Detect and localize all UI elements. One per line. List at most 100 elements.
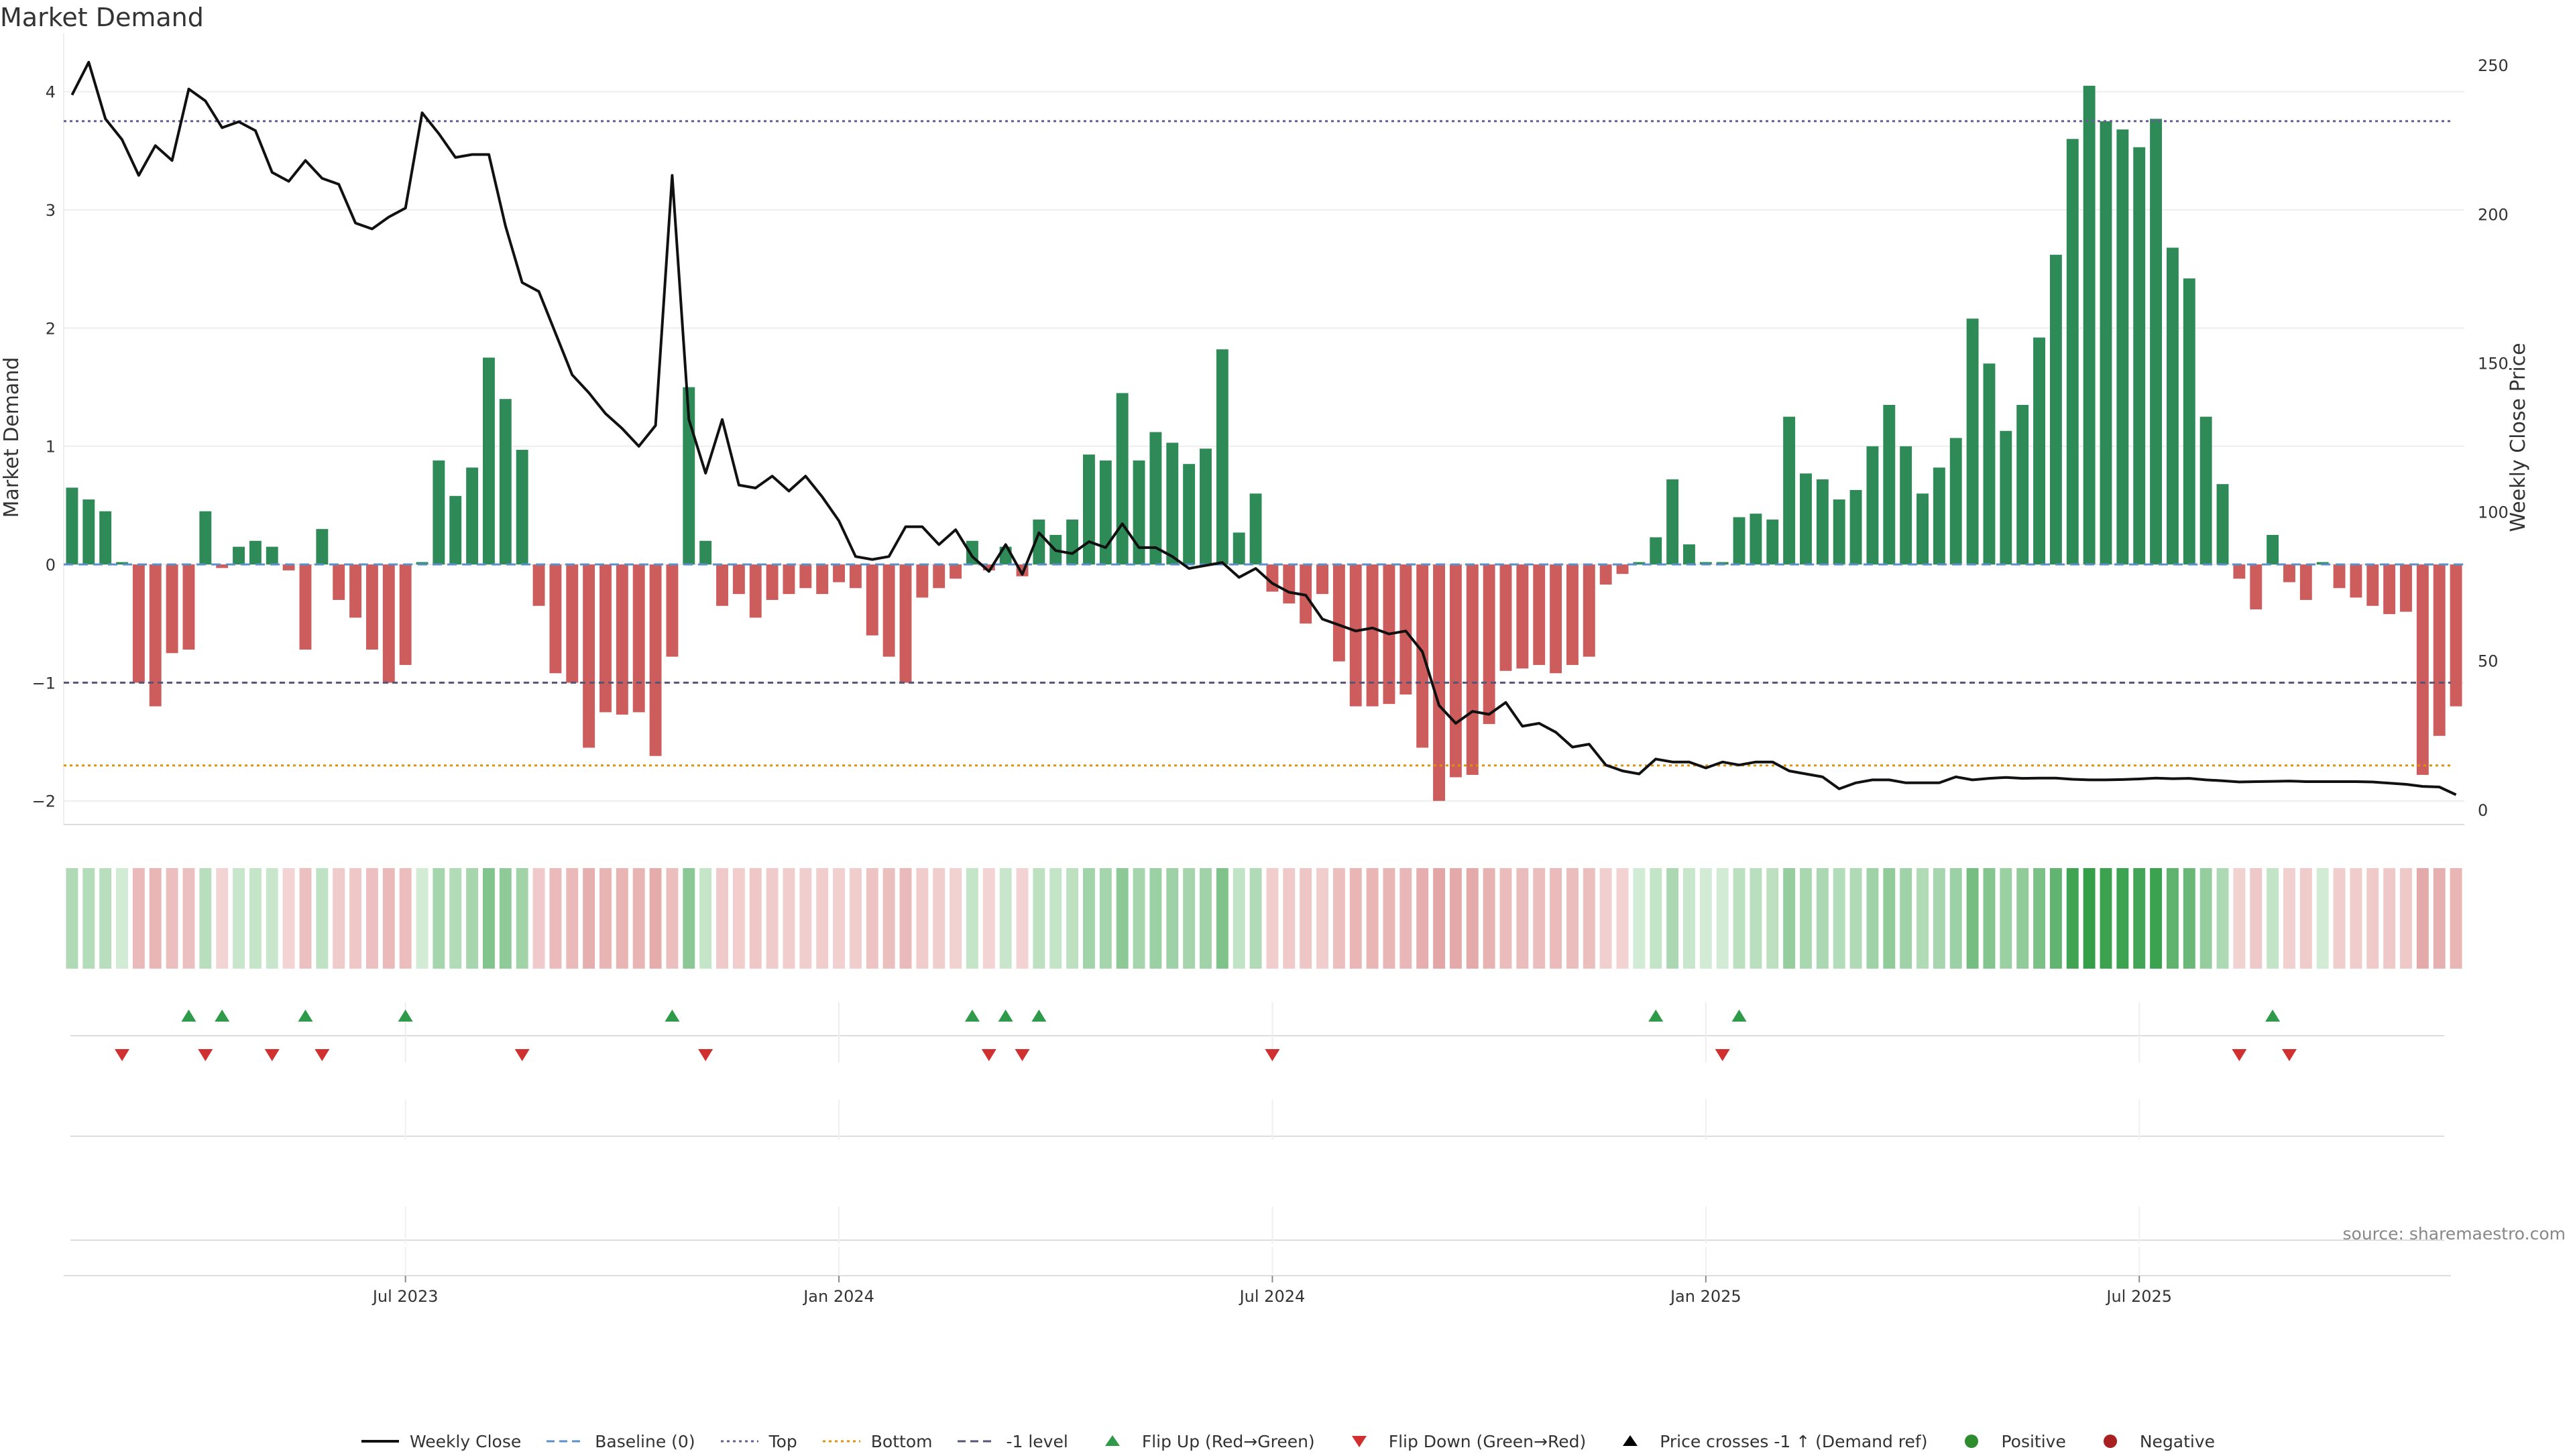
heat-cell: [416, 868, 428, 969]
demand-bar: [2216, 484, 2229, 565]
demand-bar: [699, 540, 712, 565]
heat-cell: [1166, 868, 1179, 969]
heat-cell: [2033, 868, 2045, 969]
legend-item: Bottom: [821, 1432, 932, 1451]
demand-bar: [382, 564, 395, 683]
heat-cell: [1633, 868, 1646, 969]
demand-bar: [2299, 564, 2312, 600]
heat-cell: [1949, 868, 1962, 969]
demand-bar: [2000, 430, 2012, 565]
demand-bar: [2366, 564, 2379, 606]
x-tick-label: Jul 2023: [371, 1287, 439, 1306]
heat-cell: [1332, 868, 1345, 969]
demand-bar: [1133, 460, 1145, 565]
heat-cell: [599, 868, 612, 969]
heat-cell: [1516, 868, 1529, 969]
heat-cell: [1383, 868, 1395, 969]
demand-bar: [2049, 255, 2062, 565]
x-tick-label: Jul 2025: [2105, 1287, 2172, 1306]
heat-cell: [2066, 868, 2079, 969]
heat-cell: [766, 868, 779, 969]
demand-bar: [2033, 337, 2045, 565]
heat-cell: [1499, 868, 1512, 969]
y2-tick-label: 50: [2478, 652, 2499, 671]
demand-bar: [1716, 562, 1729, 565]
demand-bar: [2267, 534, 2279, 565]
demand-bar: [483, 357, 495, 565]
flip-up-marker: [1731, 1010, 1747, 1022]
heat-cell: [2366, 868, 2379, 969]
heat-cell: [1016, 868, 1029, 969]
flip-up-marker: [964, 1010, 980, 1022]
heat-cell: [2049, 868, 2062, 969]
heat-cell: [1750, 868, 1762, 969]
heat-cell: [666, 868, 679, 969]
legend-swatch: [361, 1440, 399, 1443]
flip-down-marker: [1715, 1049, 1730, 1061]
flip-down-marker: [2281, 1049, 2297, 1061]
legend-item: Positive: [1951, 1432, 2066, 1451]
demand-bar: [1066, 520, 1079, 565]
demand-bar: [1949, 438, 1962, 565]
demand-bar: [1883, 405, 1896, 565]
heat-cell: [1616, 868, 1629, 969]
heat-cell: [399, 868, 412, 969]
heat-cell: [1249, 868, 1262, 969]
source-note: source: sharemaestro.com: [2342, 1224, 2566, 1243]
flip-marker-panel: [70, 1002, 2444, 1063]
demand-bar: [449, 495, 462, 565]
demand-bar: [1366, 564, 1379, 707]
heat-cell: [2416, 868, 2429, 969]
legend-label: -1 level: [1006, 1431, 1068, 1451]
flip-up-marker: [665, 1010, 680, 1022]
y-tick-label: 1: [46, 438, 56, 457]
line-layer: [70, 60, 2457, 796]
heat-cell: [1133, 868, 1145, 969]
y2-axis-title: Weekly Close Price: [2507, 343, 2530, 532]
heat-cell: [1683, 868, 1695, 969]
page-title: Market Demand: [0, 3, 204, 32]
demand-bar: [1116, 393, 1129, 565]
demand-bar: [116, 562, 128, 565]
heat-cell: [566, 868, 579, 969]
demand-bar: [1566, 564, 1579, 665]
demand-bar: [549, 564, 562, 674]
heat-cell: [1149, 868, 1162, 969]
heat-cell: [2100, 868, 2112, 969]
demand-bar: [1249, 493, 1262, 565]
heat-cell: [649, 868, 662, 969]
demand-bar: [516, 450, 528, 565]
heat-cell: [349, 868, 362, 969]
heat-cell: [99, 868, 112, 969]
flip-down-marker: [1265, 1049, 1280, 1061]
heat-cell: [1583, 868, 1595, 969]
heat-cell: [2199, 868, 2212, 969]
heat-cell: [2016, 868, 2029, 969]
flip-down-marker: [115, 1049, 130, 1061]
heat-cell: [849, 868, 862, 969]
flip-down-marker: [2232, 1049, 2247, 1061]
legend: Weekly Close Baseline (0) Top Bottom -1 leve…: [0, 1427, 2575, 1456]
heat-cell: [1083, 868, 1095, 969]
heat-cell: [816, 868, 829, 969]
demand-bar: [316, 529, 329, 565]
heat-cell: [1783, 868, 1796, 969]
heat-cell: [2166, 868, 2179, 969]
flip-down-marker: [198, 1049, 213, 1061]
legend-triangle-up-icon: [1104, 1435, 1120, 1446]
heat-cell: [216, 868, 229, 969]
demand-bar: [1466, 564, 1479, 775]
flip-down-marker: [264, 1049, 280, 1061]
legend-item: Negative: [2090, 1432, 2215, 1451]
flip-up-marker: [998, 1010, 1013, 1022]
demand-bar: [882, 564, 895, 657]
demand-bar: [2166, 247, 2179, 565]
demand-bar: [933, 564, 946, 589]
demand-bar: [2383, 564, 2396, 615]
flip-up-marker: [2265, 1010, 2281, 1022]
demand-bar: [1900, 446, 1912, 565]
y-tick-label: −2: [32, 792, 56, 811]
legend-triangle-up-icon: [1623, 1435, 1638, 1446]
legend-triangle-down-icon: [1351, 1436, 1367, 1447]
heat-cell: [316, 868, 329, 969]
